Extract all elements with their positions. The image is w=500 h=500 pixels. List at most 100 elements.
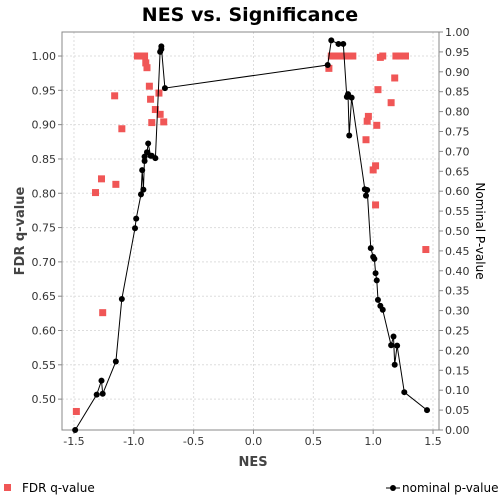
y-right-tick-label: 0.30 [445,305,470,318]
nominal-p-value-point [145,140,152,147]
fdr-q-value-point [118,125,126,133]
fdr-q-value-point [422,246,430,254]
y-left-tick-label: 1.00 [32,50,57,63]
y-right-tick-label: 1.00 [445,26,470,39]
nominal-p-value-point [112,358,119,365]
fdr-q-value-point [392,52,400,60]
legend: FDR q-value nominal p-value [4,481,498,495]
y-right-tick-label: 0.00 [445,424,470,437]
y-right-tick-label: 0.75 [445,126,470,139]
y-right-tick-label: 0.05 [445,404,470,417]
fdr-q-value-point [160,118,168,126]
nominal-p-value-line [74,39,428,431]
fdr-q-value-point [151,106,159,114]
nominal-p-value-point [424,407,431,414]
fdr-q-value-point [372,201,380,209]
y-right-tick-label: 0.50 [445,225,470,238]
fdr-q-value-point [363,117,371,125]
nominal-p-value-point [137,191,144,198]
nominal-p-value-point [139,167,146,174]
fdr-q-value-point [401,52,409,60]
y-right-tick-label: 0.70 [445,145,470,158]
y-right-tick-label: 0.20 [445,344,470,357]
fdr-q-value-point [374,86,382,94]
y-left-tick-label: 0.75 [32,222,57,235]
fdr-q-value-point [112,180,120,188]
x-axis-ticks: -1.5 -1.0 -0.5 0.0 0.5 1.0 1.5 [63,430,442,448]
nominal-p-value-point [328,37,335,44]
nominal-p-value-point [340,40,347,47]
fdr-q-value-point [155,89,163,97]
fdr-q-value-point [349,52,357,60]
fdr-q-value-point [327,52,335,60]
grid-lines [62,32,439,430]
nominal-p-value-point [401,389,408,396]
y-left-tick-label: 0.65 [32,290,57,303]
y-right-tick-label: 0.55 [445,205,470,218]
y-right-tick-label: 0.40 [445,265,470,278]
nominal-p-value-point [324,62,331,69]
nominal-p-value-point [152,155,159,162]
nominal-p-value-point [390,333,397,340]
y-left-tick-label: 0.90 [32,119,57,132]
legend-fdr-label: FDR q-value [22,481,95,495]
y-right-tick-label: 0.95 [445,46,470,59]
legend-nominal-marker [390,485,396,491]
fdr-q-value-point [92,189,100,197]
fdr-q-value-point [373,121,381,129]
nominal-p-value-point [161,85,168,92]
y-right-tick-label: 0.65 [445,165,470,178]
y-left-tick-label: 0.50 [32,393,57,406]
y-right-tick-label: 0.35 [445,285,470,298]
x-tick-label: 1.5 [424,435,442,448]
fdr-q-value-point [325,64,333,72]
fdr-q-value-point [369,166,377,174]
fdr-q-value-point [145,82,153,90]
nominal-p-value-point [72,427,79,433]
series-fdr-q-value [72,52,430,415]
fdr-q-value-point [99,309,107,317]
nominal-p-value-point [379,306,386,313]
nominal-p-value-point [141,157,148,164]
nominal-p-value-point [367,245,374,252]
fdr-q-value-point [364,112,372,120]
y-right-axis-label: Nominal P-value [473,182,487,279]
plot-frame [61,31,440,431]
nominal-p-value-point [362,192,369,199]
chart-title: NES vs. Significance [142,4,358,26]
nominal-p-value-point [140,186,147,193]
x-axis-label: NES [238,455,267,470]
y-left-tick-label: 0.85 [32,153,57,166]
y-right-tick-label: 0.10 [445,384,470,397]
nominal-p-value-point [388,342,395,349]
fdr-q-value-point [142,59,150,67]
nominal-p-value-point [346,132,353,139]
fdr-q-value-point [396,52,404,60]
nominal-p-value-point [93,391,100,398]
nominal-p-value-point [348,94,355,101]
fdr-q-value-point [143,64,151,72]
nominal-p-value-point [371,255,378,262]
y-left-tick-label: 0.55 [32,359,57,372]
series-nominal-p-value [72,37,431,433]
fdr-q-value-point [345,52,353,60]
y-left-axis-ticks: 0.50 0.55 0.60 0.65 0.70 0.75 0.80 0.85 0.90 0.95… [32,50,62,406]
y-right-tick-label: 0.85 [445,86,470,99]
y-right-tick-label: 0.60 [445,185,470,198]
y-right-tick-label: 0.90 [445,66,470,79]
fdr-q-value-point [362,136,370,144]
nominal-p-value-point [99,390,106,397]
nominal-p-value-point [335,40,342,47]
y-left-tick-label: 0.80 [32,187,57,200]
y-right-tick-label: 0.25 [445,325,470,338]
nominal-p-value-point [372,270,379,277]
fdr-q-value-point [97,175,105,183]
fdr-q-value-point [391,74,399,82]
nominal-p-value-point [98,377,105,384]
nominal-p-value-point [132,225,139,232]
legend-fdr-marker [4,484,11,491]
x-tick-label: -1.5 [63,435,84,448]
nominal-p-value-point [374,296,381,303]
